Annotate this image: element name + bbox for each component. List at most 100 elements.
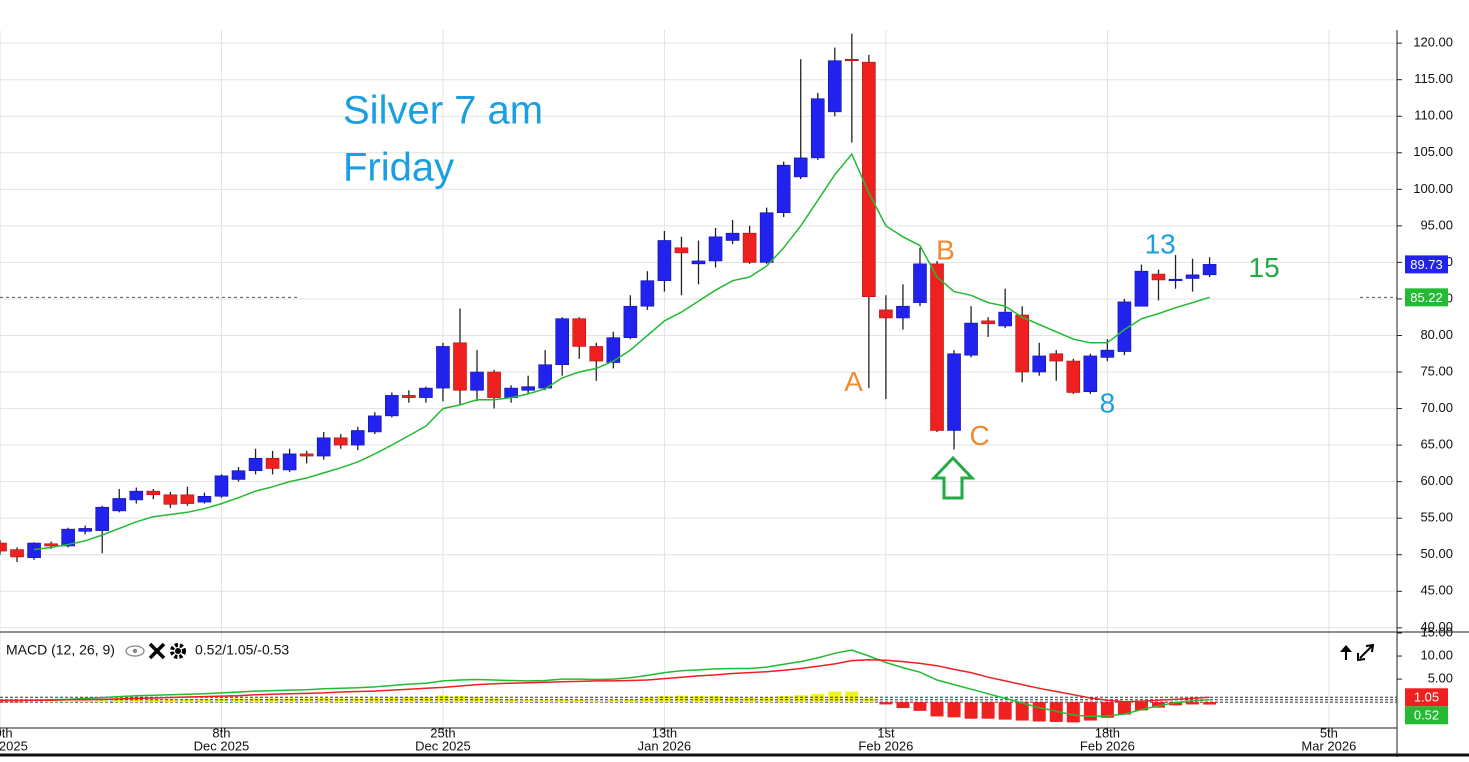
x-tick-sublabel: Dec 2025 (415, 738, 471, 753)
histogram-bar (862, 698, 875, 702)
grid (0, 30, 1397, 728)
candle-body (794, 158, 807, 177)
candle-body (419, 388, 432, 398)
y-tick-label: 70.00 (1420, 400, 1453, 415)
histogram-bar (811, 694, 824, 702)
candle-body (181, 495, 194, 504)
candle-body (931, 264, 944, 431)
histogram-bar (488, 698, 501, 702)
candle-body (147, 491, 160, 495)
histogram-bar (948, 702, 961, 717)
histogram-bar (522, 700, 535, 702)
histogram-bar (794, 695, 807, 702)
candle-body (453, 343, 466, 391)
candle-body (1050, 354, 1063, 361)
histogram-bar (79, 701, 92, 702)
histogram-bar (249, 698, 262, 702)
histogram-bar (879, 702, 892, 704)
y-tick-label: 105.00 (1413, 144, 1453, 159)
candle-body (471, 372, 484, 390)
candle-body (641, 281, 654, 307)
candle-body (965, 323, 978, 355)
price-pane (0, 34, 1397, 562)
y-tick-label: 15.00 (1420, 624, 1453, 639)
candle-body (896, 306, 909, 318)
histogram-bar (283, 698, 296, 702)
candle-body (624, 306, 637, 337)
candle-body (488, 372, 501, 398)
x-tick-sublabel: Feb 2026 (858, 738, 913, 753)
eye-pupil (133, 649, 137, 653)
candle-body (436, 346, 449, 388)
moving-average (34, 154, 1210, 549)
annotation: B (936, 235, 955, 266)
macd-line (0, 660, 1210, 702)
candle-body (658, 240, 671, 280)
y-tick-label: 55.00 (1420, 510, 1453, 525)
y-tick-label: 120.00 (1413, 35, 1453, 50)
candle-body (879, 310, 892, 318)
candle-body (1135, 271, 1148, 306)
y-tick-label: 50.00 (1420, 546, 1453, 561)
histogram-bar (658, 696, 671, 702)
macd-pane (0, 650, 1397, 722)
histogram-bar (896, 702, 909, 708)
candle-body (913, 264, 926, 303)
last-value-label: 85.22 (1410, 290, 1443, 305)
candle-body (0, 543, 7, 551)
candle-body (1084, 356, 1097, 392)
y-tick-label: 115.00 (1414, 71, 1453, 86)
histogram-bar (334, 698, 347, 702)
candle-body (709, 237, 722, 261)
histogram-bar (539, 700, 552, 702)
last-value-label: 89.73 (1410, 257, 1443, 272)
candle-body (845, 59, 858, 61)
candle-body (402, 395, 415, 397)
candle-body (266, 458, 279, 468)
y-tick-label: 10.00 (1420, 647, 1453, 662)
histogram-bar (351, 698, 364, 702)
histogram-bar (999, 702, 1012, 720)
last-value-label: 1.05 (1414, 690, 1439, 705)
candle-body (198, 496, 211, 502)
candle-body (79, 528, 92, 531)
y-tick-label: 75.00 (1420, 363, 1453, 378)
histogram-bar (692, 696, 705, 702)
histogram-bar (965, 702, 978, 719)
candle-body (1067, 361, 1080, 392)
chart-subtitle: Friday (343, 146, 454, 190)
histogram-bar (1203, 702, 1216, 704)
expand-icon[interactable] (1358, 645, 1373, 660)
close-icon[interactable] (150, 644, 164, 658)
candle-body (215, 476, 228, 496)
macd-label: MACD (12, 26, 9) (6, 642, 115, 658)
x-tick-sublabel: Jan 2026 (638, 738, 692, 753)
move-up-icon[interactable] (1340, 645, 1352, 660)
x-tick-sublabel: Nov 2025 (0, 738, 28, 753)
histogram-bar (113, 700, 126, 702)
x-tick-sublabel: Feb 2026 (1080, 738, 1135, 753)
annotation: 13 (1145, 229, 1176, 260)
candle-body (948, 354, 961, 431)
candle-body (45, 544, 58, 546)
y-tick-label: 80.00 (1420, 327, 1453, 342)
histogram-bar (96, 700, 109, 702)
histogram-bar (931, 702, 944, 716)
candle-body (692, 261, 705, 264)
candle-body (811, 99, 824, 158)
annotation: C (969, 420, 989, 451)
candle-body (590, 346, 603, 361)
candle-body (1016, 315, 1029, 372)
candle-body (283, 454, 296, 470)
candle-body (862, 62, 875, 297)
annotation: A (844, 366, 863, 397)
candle-body (999, 312, 1012, 326)
candle-body (96, 507, 109, 530)
candle-body (828, 61, 841, 112)
candle-body (1186, 275, 1199, 279)
annotation: 8 (1100, 387, 1116, 418)
macd-readout: 0.52/1.05/-0.53 (195, 642, 289, 658)
y-tick-label: 60.00 (1420, 473, 1453, 488)
